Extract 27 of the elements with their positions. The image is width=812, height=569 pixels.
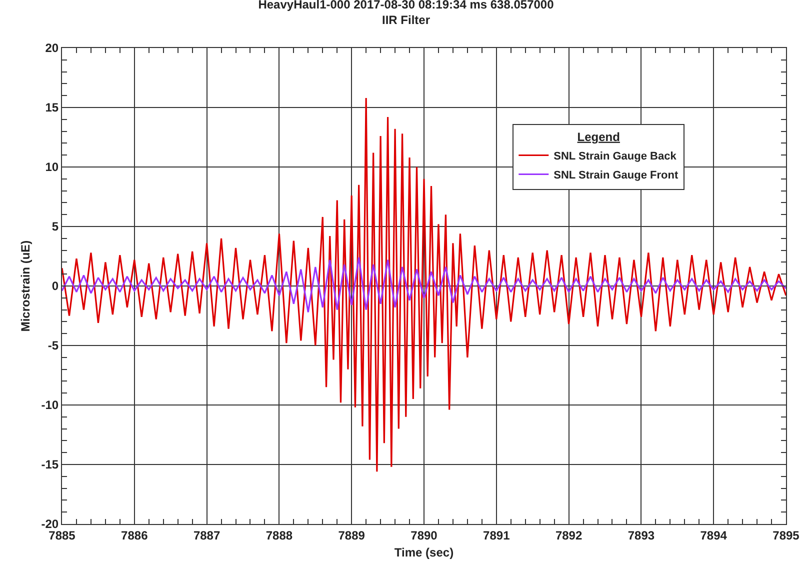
legend-label: SNL Strain Gauge Back (554, 150, 678, 163)
x-tick-label: 7888 (266, 528, 293, 542)
y-tick-label: -15 (41, 458, 59, 472)
x-tick-label: 7894 (700, 528, 728, 542)
y-tick-label: -5 (48, 338, 59, 353)
legend-title: Legend (577, 130, 620, 144)
x-tick-label: 7886 (121, 528, 148, 542)
y-tick-label: 5 (52, 220, 59, 234)
chart-subtitle: IIR Filter (382, 13, 430, 28)
x-axis-title: Time (sec) (394, 545, 454, 560)
y-axis-title: Microstrain (uE) (18, 240, 33, 332)
y-tick-label: 0 (52, 279, 59, 294)
x-tick-label: 7893 (628, 528, 655, 542)
x-tick-label: 7892 (555, 528, 582, 542)
y-tick-label: 10 (45, 160, 59, 174)
x-tick-label: 7891 (483, 528, 510, 542)
x-tick-label: 7890 (410, 528, 438, 542)
y-tick-label: 15 (45, 100, 59, 115)
legend-label: SNL Strain Gauge Front (554, 170, 678, 182)
x-tick-label: 7889 (338, 528, 366, 542)
x-tick-label: 7895 (772, 528, 800, 542)
line-series (62, 256, 786, 313)
chart-title: HeavyHaul1-000 2017-08-30 08:19:34 ms 638.057000 (258, 0, 554, 12)
y-tick-label: -10 (41, 398, 59, 412)
y-tick-label: 20 (45, 41, 59, 56)
x-tick-label: 7887 (193, 528, 220, 542)
line-series (62, 97, 786, 472)
